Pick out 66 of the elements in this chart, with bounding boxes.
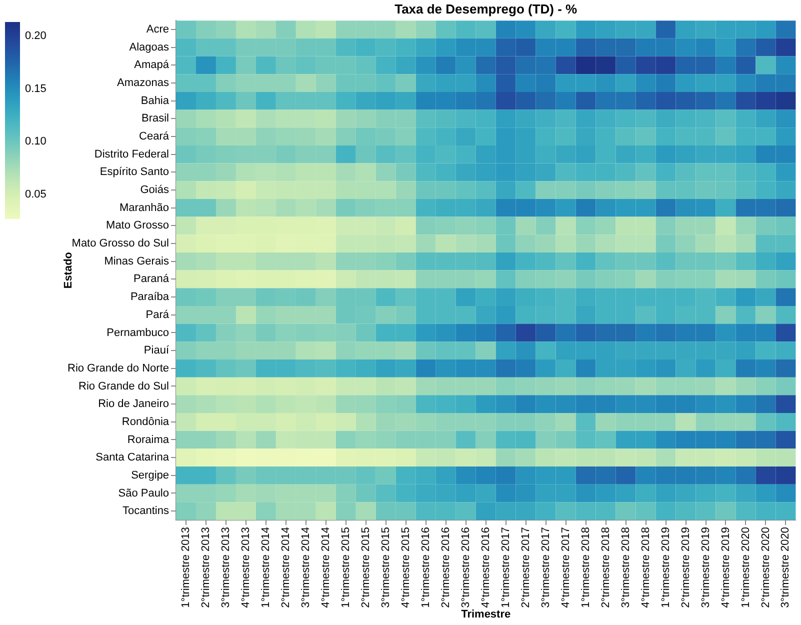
y-tick-label: Minas Gerais bbox=[104, 255, 170, 268]
y-tick-label: Paraíba bbox=[130, 291, 170, 304]
x-tick-label: 1°trimestre 2014 bbox=[260, 527, 272, 608]
x-tick-label: 2°trimestre 2014 bbox=[280, 527, 292, 608]
x-tick-label: 4°trimestre 2016 bbox=[480, 527, 492, 608]
x-tick-label: 4°trimestre 2019 bbox=[720, 527, 732, 608]
y-tick-label: Espírito Santo bbox=[100, 166, 169, 178]
y-tick-label: Bahia bbox=[140, 94, 170, 107]
y-tick-label: Acre bbox=[146, 24, 169, 36]
x-tick-label: 4°trimestre 2018 bbox=[640, 527, 652, 608]
x-tick-label: 3°trimestre 2016 bbox=[460, 527, 472, 608]
y-tick-label: Alagoas bbox=[129, 41, 170, 54]
x-tick-label: 2°trimestre 2015 bbox=[360, 527, 372, 608]
y-tick-label: Pernambuco bbox=[106, 326, 169, 339]
y-tick-label: Mato Grosso do Sul bbox=[72, 238, 169, 250]
x-tick-label: 1°trimestre 2015 bbox=[340, 527, 352, 608]
x-tick-label: 3°trimestre 2019 bbox=[700, 527, 712, 608]
x-tick-label: 1°trimestre 2018 bbox=[580, 527, 592, 608]
y-tick-label: Amapá bbox=[134, 59, 170, 72]
x-tick-label: 1°trimestre 2019 bbox=[660, 527, 672, 608]
x-tick-label: 2°trimestre 2013 bbox=[200, 527, 212, 608]
y-tick-label: Piauí bbox=[144, 344, 170, 357]
x-tick-label: 2°trimestre 2016 bbox=[440, 527, 452, 608]
x-tick-label: 3°trimestre 2018 bbox=[620, 527, 632, 608]
x-tick-label: 3°trimestre 2013 bbox=[220, 527, 232, 608]
y-tick-label: Maranhão bbox=[119, 202, 169, 214]
color-bar-label: 0.20 bbox=[25, 30, 46, 42]
x-tick-label: 2°trimestre 2020 bbox=[760, 527, 772, 608]
y-tick-label: Sergipe bbox=[131, 469, 169, 482]
x-tick-label: 1°trimestre 2020 bbox=[740, 527, 752, 608]
y-axis-title: Estado bbox=[62, 252, 75, 289]
color-bar-label: 0.10 bbox=[25, 136, 46, 148]
y-tick-label: Distrito Federal bbox=[94, 148, 169, 160]
x-tick-label: 4°trimestre 2014 bbox=[320, 527, 332, 608]
x-tick-label: 2°trimestre 2018 bbox=[600, 527, 612, 608]
y-tick-label: Rio Grande do Norte bbox=[68, 362, 169, 374]
y-tick-label: Santa Catarina bbox=[96, 452, 170, 464]
x-tick-label: 4°trimestre 2013 bbox=[240, 527, 252, 608]
color-bar-label: 0.15 bbox=[25, 82, 46, 95]
x-tick-label: 1°trimestre 2016 bbox=[420, 527, 432, 608]
y-tick-label: Rio Grande do Sul bbox=[78, 380, 169, 392]
x-tick-label: 2°trimestre 2017 bbox=[520, 527, 532, 608]
x-tick-label: 2°trimestre 2019 bbox=[680, 527, 692, 608]
x-tick-label: 1°trimestre 2013 bbox=[180, 527, 192, 608]
chart-title: Taxa de Desemprego (TD) - % bbox=[394, 1, 578, 16]
x-tick-label: 4°trimestre 2017 bbox=[560, 527, 572, 608]
x-tick-label: 3°trimestre 2014 bbox=[300, 527, 312, 608]
y-tick-label: Mato Grosso bbox=[106, 220, 169, 232]
y-tick-label: Paraná bbox=[134, 273, 170, 286]
y-tick-label: Goiás bbox=[140, 184, 170, 196]
y-tick-label: Rio de Janeiro bbox=[98, 398, 169, 410]
y-tick-label: Pará bbox=[146, 308, 170, 321]
y-tick-label: Amazonas bbox=[117, 77, 170, 90]
x-tick-label: 3°trimestre 2015 bbox=[380, 527, 392, 608]
x-axis-title: Trimestre bbox=[461, 608, 511, 620]
y-tick-label: Roraima bbox=[127, 434, 170, 446]
y-tick-label: Tocantins bbox=[122, 505, 170, 518]
x-tick-label: 3°trimestre 2020 bbox=[780, 527, 792, 608]
x-tick-label: 3°trimestre 2017 bbox=[540, 527, 552, 608]
y-tick-label: Rondônia bbox=[122, 416, 170, 428]
y-tick-label: São Paulo bbox=[118, 487, 169, 500]
x-tick-label: 4°trimestre 2015 bbox=[400, 527, 412, 608]
x-tick-label: 1°trimestre 2017 bbox=[500, 527, 512, 608]
y-tick-label: Brasil bbox=[141, 112, 169, 125]
y-tick-label: Ceará bbox=[139, 130, 170, 143]
color-bar-label: 0.05 bbox=[25, 188, 46, 201]
